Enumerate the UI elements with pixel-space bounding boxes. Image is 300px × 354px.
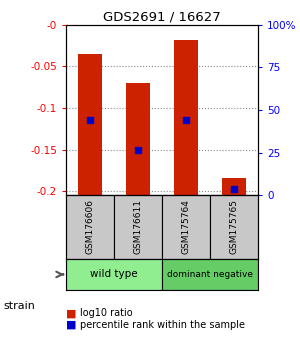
Text: GSM175764: GSM175764 (182, 200, 190, 255)
Text: ■: ■ (66, 308, 76, 318)
Bar (174, 40, 198, 195)
Text: GSM176611: GSM176611 (134, 199, 142, 255)
Text: strain: strain (3, 301, 35, 311)
Text: ■: ■ (66, 320, 76, 330)
Bar (66, 259, 162, 290)
Text: GSM175765: GSM175765 (230, 199, 238, 255)
Bar (162, 259, 258, 290)
Bar (162, 195, 210, 259)
Bar (78, 54, 102, 195)
Bar (210, 195, 258, 259)
Text: log10 ratio: log10 ratio (80, 308, 132, 318)
Title: GDS2691 / 16627: GDS2691 / 16627 (103, 11, 221, 24)
Bar (222, 178, 246, 195)
Bar (66, 195, 114, 259)
Text: dominant negative: dominant negative (167, 270, 253, 279)
Text: GSM176606: GSM176606 (85, 199, 94, 255)
Text: percentile rank within the sample: percentile rank within the sample (80, 320, 244, 330)
Bar (126, 83, 150, 195)
Bar (114, 195, 162, 259)
Text: wild type: wild type (90, 269, 138, 279)
